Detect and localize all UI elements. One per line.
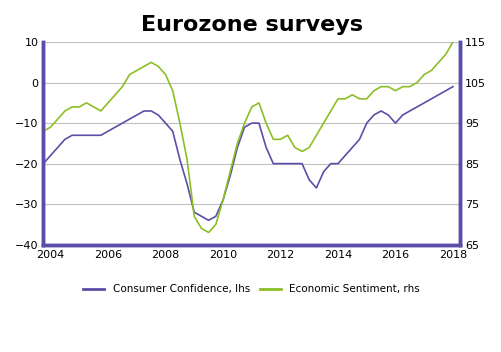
Legend: Consumer Confidence, lhs, Economic Sentiment, rhs: Consumer Confidence, lhs, Economic Senti… xyxy=(79,280,424,298)
Title: Eurozone surveys: Eurozone surveys xyxy=(141,15,363,35)
